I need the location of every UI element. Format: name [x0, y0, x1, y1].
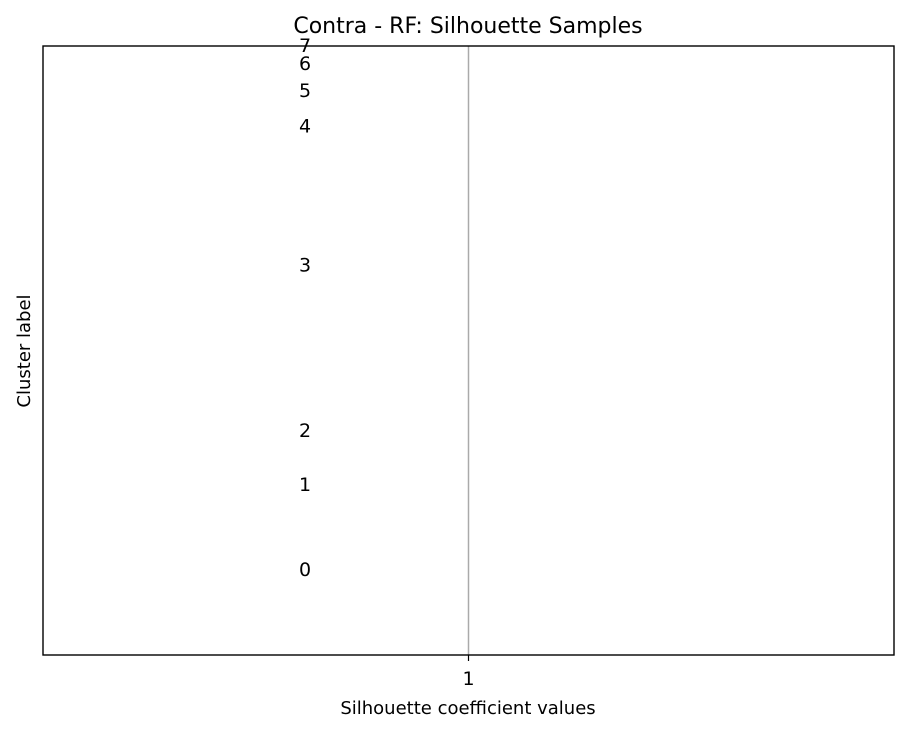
y-axis-label: Cluster label [14, 294, 35, 407]
cluster-label-6: 6 [299, 53, 311, 75]
x-axis-label: Silhouette coefficient values [340, 698, 595, 719]
cluster-label-2: 2 [299, 420, 311, 442]
cluster-label-4: 4 [299, 116, 311, 138]
cluster-label-3: 3 [299, 254, 311, 276]
cluster-label-1: 1 [299, 474, 311, 496]
cluster-bar-1 [43, 484, 469, 486]
cluster-bar-6 [43, 63, 469, 65]
cluster-bars [43, 46, 469, 638]
cluster-bar-4 [43, 117, 469, 136]
chart-title: Contra - RF: Silhouette Samples [293, 14, 642, 39]
cluster-bar-0 [43, 502, 469, 638]
x-tick-label: 1 [462, 668, 474, 690]
cluster-bar-2 [43, 395, 469, 467]
cluster-label-0: 0 [299, 559, 311, 581]
cluster-label-5: 5 [299, 80, 311, 102]
cluster-bar-3 [43, 153, 469, 378]
x-axis-ticks: 1 [462, 655, 475, 690]
cluster-bar-5 [43, 81, 469, 100]
